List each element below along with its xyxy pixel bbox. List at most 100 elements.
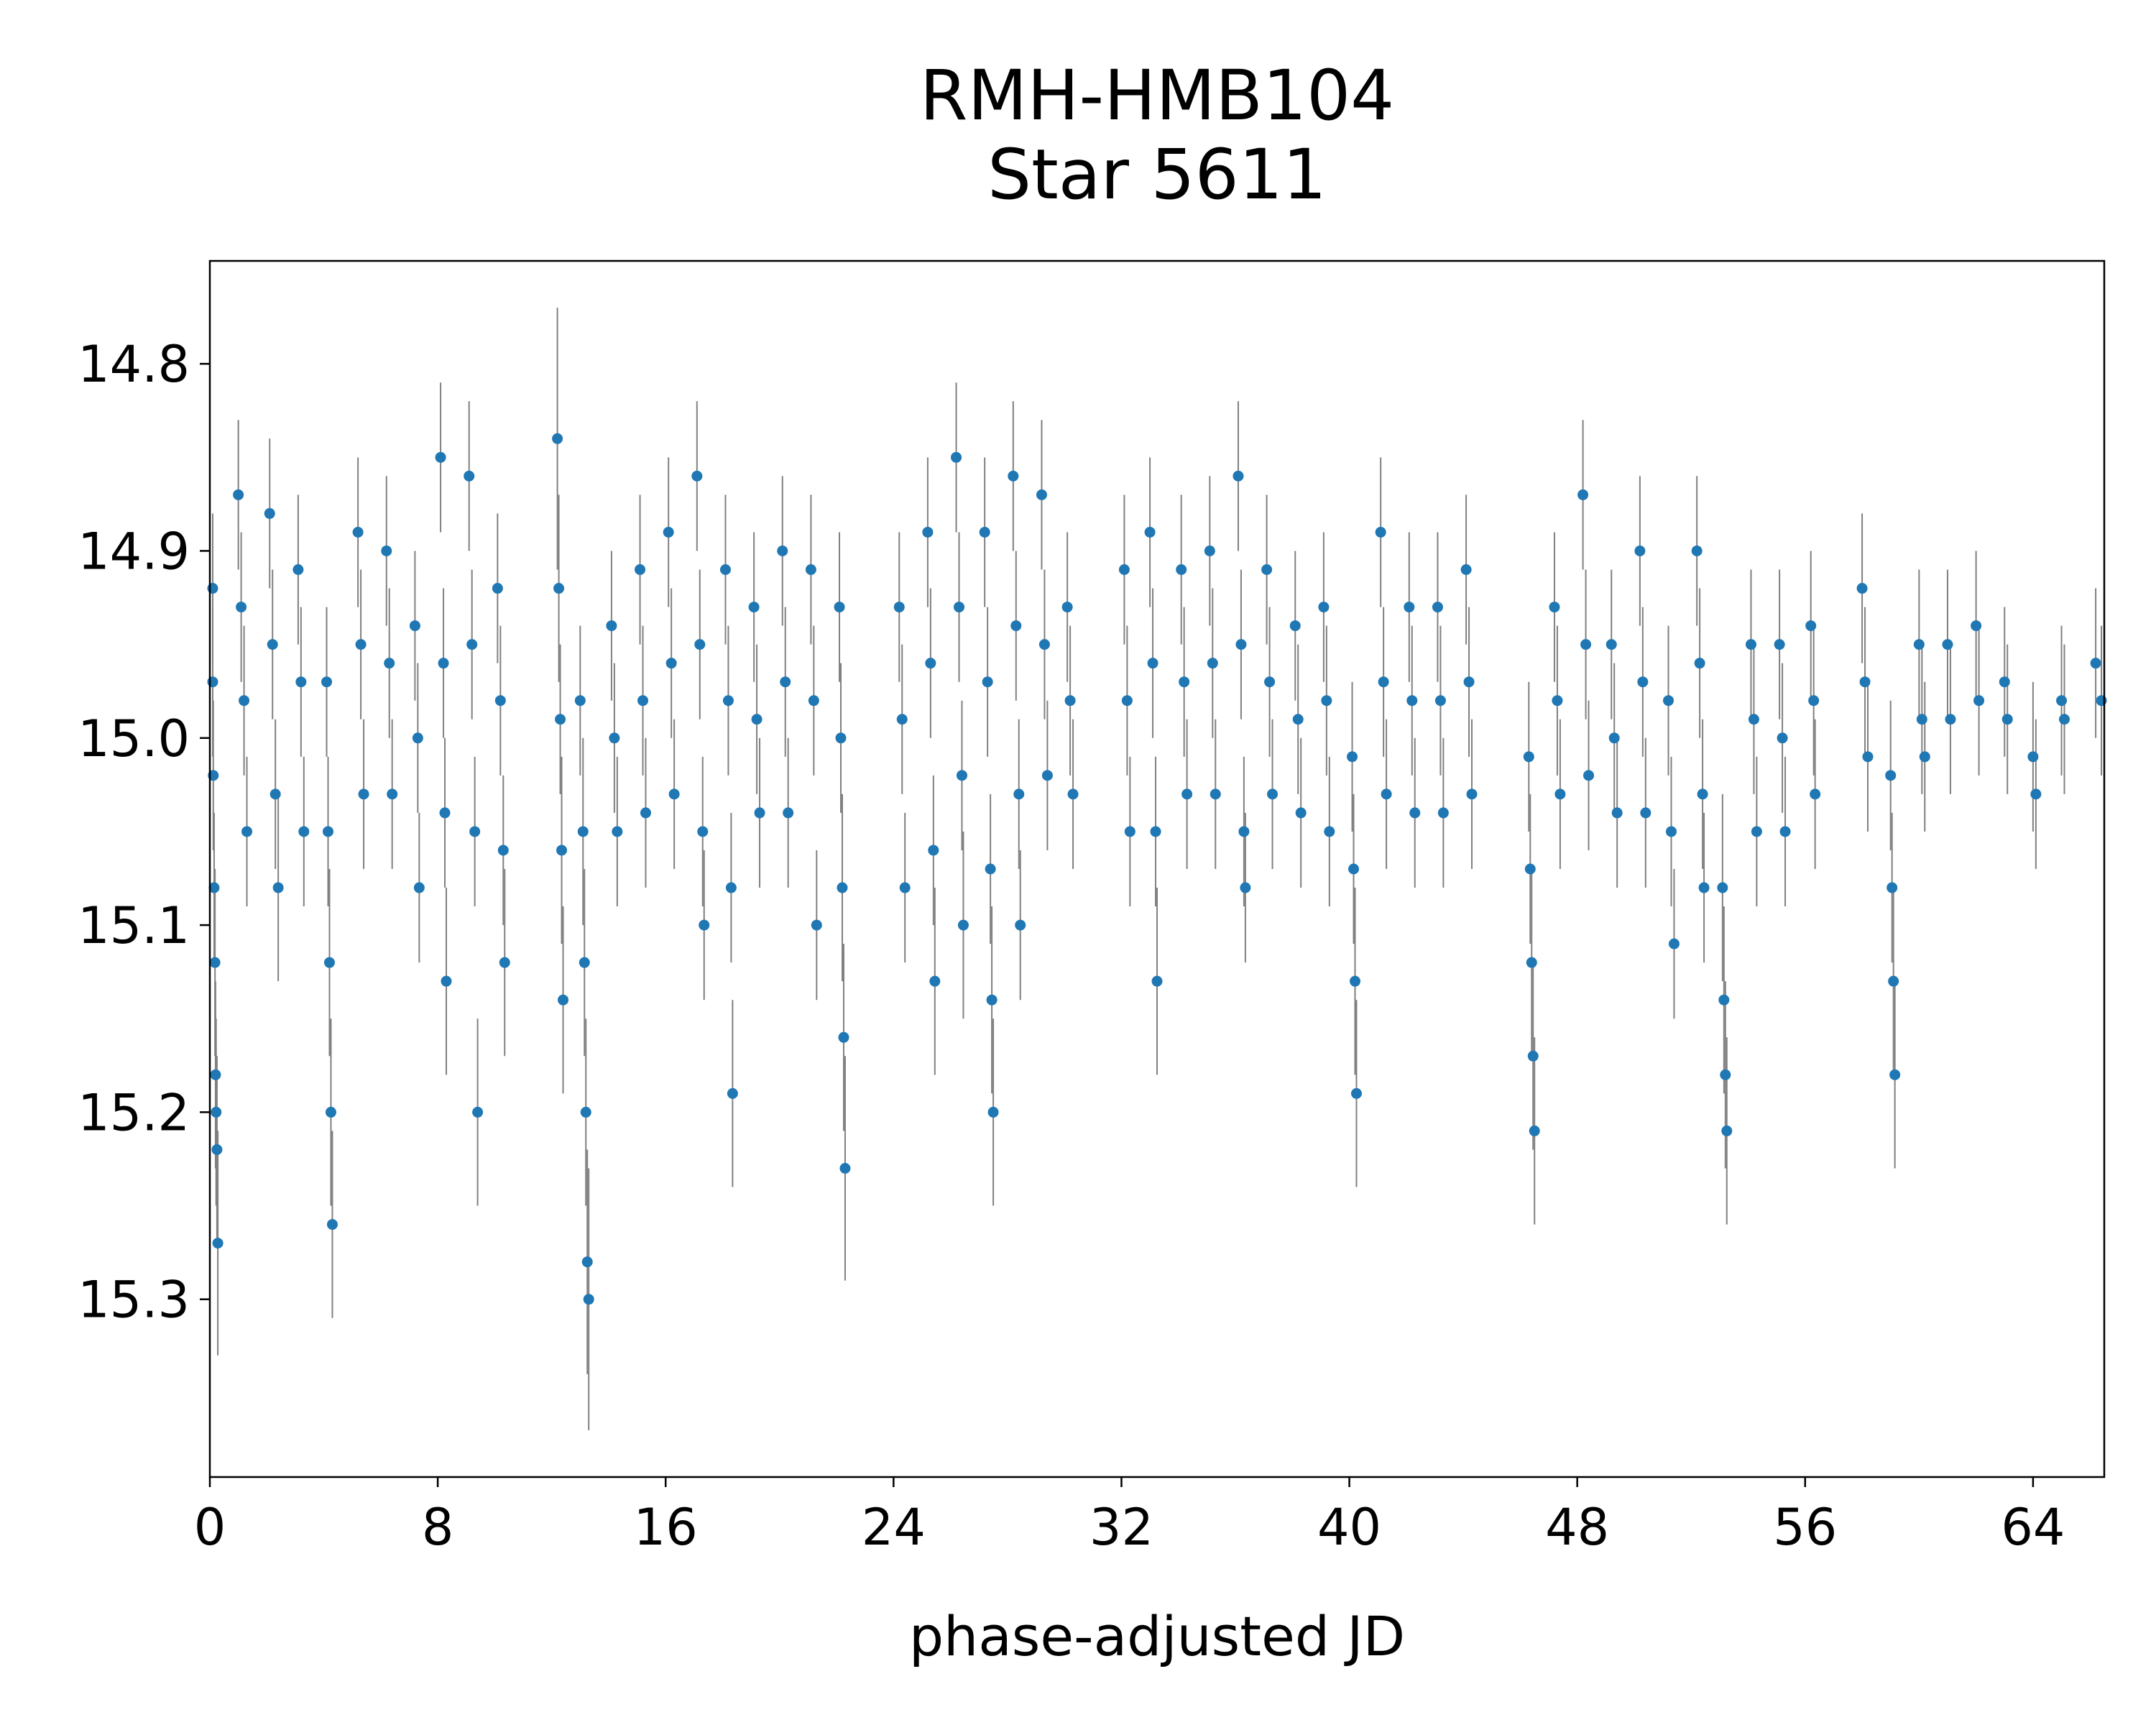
data-point: [1013, 788, 1025, 800]
data-point: [295, 676, 307, 688]
data-point: [635, 564, 646, 576]
data-point: [464, 470, 475, 482]
data-point: [438, 658, 449, 669]
data-point: [1010, 620, 1022, 632]
data-point: [640, 807, 651, 819]
data-point: [1973, 695, 1985, 707]
data-point: [1971, 620, 1982, 632]
data-point: [1808, 695, 1820, 707]
data-point: [1463, 676, 1475, 688]
data-point: [1523, 751, 1534, 763]
data-points: [207, 433, 2107, 1305]
data-point: [1668, 938, 1680, 949]
data-point: [929, 975, 941, 987]
data-point: [579, 957, 590, 968]
data-point: [1527, 1050, 1539, 1062]
data-point: [1179, 676, 1190, 688]
data-point: [211, 1106, 222, 1118]
data-point: [606, 620, 617, 632]
data-point: [899, 882, 911, 893]
data-point: [239, 695, 250, 707]
data-point: [1240, 882, 1251, 893]
data-point: [1665, 826, 1677, 837]
data-point: [1751, 826, 1762, 837]
data-point: [1777, 732, 1788, 744]
data-point: [1318, 602, 1330, 613]
data-point: [957, 919, 969, 931]
data-point: [1748, 714, 1759, 725]
data-point: [1460, 564, 1472, 576]
data-point: [1235, 639, 1247, 650]
data-point: [1529, 1125, 1540, 1136]
data-point: [270, 788, 281, 800]
data-point: [577, 826, 589, 837]
data-point: [1606, 639, 1617, 650]
data-point: [722, 695, 734, 707]
data-point: [558, 994, 569, 1006]
data-point: [893, 602, 905, 613]
data-point: [1210, 788, 1221, 800]
data-point: [1691, 545, 1703, 556]
x-tick-label: 48: [1545, 1498, 1609, 1557]
data-point: [1289, 620, 1301, 632]
data-point: [1261, 564, 1273, 576]
x-tick-label: 0: [194, 1498, 226, 1557]
data-point: [1404, 602, 1415, 613]
data-point: [469, 826, 481, 837]
x-tick-label: 32: [1089, 1498, 1153, 1557]
data-point: [805, 564, 816, 576]
data-point: [1774, 639, 1785, 650]
data-point: [1264, 676, 1276, 688]
data-point: [951, 451, 962, 463]
data-point: [1717, 882, 1728, 893]
data-point: [663, 526, 674, 538]
y-tick-label: 15.3: [78, 1271, 190, 1330]
data-point: [982, 676, 993, 688]
data-point: [325, 1106, 336, 1118]
data-point: [837, 882, 848, 893]
data-point: [1856, 583, 1868, 594]
data-point: [1805, 620, 1817, 632]
data-point: [1698, 882, 1710, 893]
data-point: [1144, 526, 1156, 538]
data-point: [323, 957, 335, 968]
data-point: [1640, 807, 1651, 819]
data-point: [2027, 751, 2039, 763]
data-point: [494, 695, 506, 707]
data-point: [267, 639, 278, 650]
data-point: [1121, 695, 1133, 707]
data-point: [1885, 770, 1897, 781]
data-point: [1526, 957, 1537, 968]
data-point: [207, 676, 218, 688]
y-tick-label: 15.1: [78, 896, 190, 955]
data-point: [1718, 994, 1730, 1006]
data-point: [1181, 788, 1193, 800]
data-point: [1697, 788, 1708, 800]
data-point: [212, 1238, 224, 1249]
data-point: [668, 788, 680, 800]
data-point: [1524, 863, 1536, 875]
data-point: [413, 882, 425, 893]
data-point: [466, 639, 478, 650]
data-point: [553, 583, 565, 594]
data-point: [326, 1219, 338, 1230]
data-point: [1437, 807, 1449, 819]
data-point: [1292, 714, 1304, 725]
data-point: [1466, 788, 1478, 800]
data-point: [209, 957, 221, 968]
data-point: [1324, 826, 1335, 837]
data-point: [583, 1294, 594, 1305]
data-point: [241, 826, 253, 837]
data-point: [665, 658, 677, 669]
y-tick-label: 14.9: [78, 522, 190, 581]
data-point: [1721, 1125, 1733, 1136]
data-point: [208, 882, 220, 893]
data-point: [236, 602, 247, 613]
data-point: [1432, 602, 1443, 613]
data-point: [1378, 676, 1389, 688]
data-point: [1583, 770, 1595, 781]
data-point: [1859, 676, 1871, 688]
y-tick-label: 14.8: [78, 335, 190, 394]
data-point: [754, 807, 765, 819]
